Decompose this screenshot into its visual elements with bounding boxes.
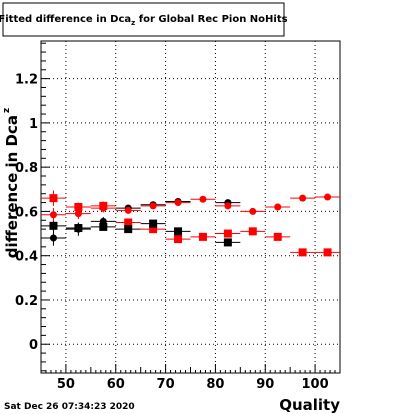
square-marker — [298, 248, 307, 257]
square-marker — [174, 227, 183, 236]
square-marker — [223, 229, 232, 238]
x-axis-title: Quality — [279, 396, 340, 414]
axis-ticks: 50 60 70 80 90 100 0 0.2 0.4 0.6 0.8 1 1.2 — [15, 42, 341, 392]
square-marker — [124, 218, 133, 227]
circle-marker — [199, 195, 207, 203]
circle-marker — [324, 193, 332, 201]
circle-marker — [99, 204, 107, 212]
circle-marker — [299, 194, 307, 202]
circle-marker — [274, 203, 282, 211]
title-frame — [2, 2, 285, 37]
y-tick-label: 1.2 — [15, 73, 38, 88]
circle-marker — [174, 199, 182, 207]
square-marker — [49, 221, 58, 230]
circle-marker — [224, 202, 232, 210]
square-marker — [149, 219, 158, 228]
circle-marker — [74, 210, 82, 218]
y-axis-title: difference in Dca z — [2, 108, 21, 259]
square-marker — [99, 222, 108, 231]
timestamp: Sat Dec 26 07:34:23 2020 — [4, 402, 135, 412]
y-tick-label: 0.8 — [15, 161, 38, 176]
x-tick-label: 90 — [256, 377, 274, 392]
circle-marker — [49, 211, 57, 219]
square-marker — [223, 238, 232, 247]
square-marker — [174, 235, 183, 244]
y-tick-label: 0.6 — [15, 205, 38, 220]
square-marker — [124, 225, 133, 234]
square-marker — [74, 203, 83, 211]
chart-title-main: Fitted difference in Dca — [0, 14, 131, 25]
y-tick-label: 1 — [29, 117, 38, 132]
circle-marker — [99, 217, 107, 225]
square-marker — [198, 232, 207, 241]
grid — [41, 41, 340, 373]
chart-title: Fitted difference in Dcaz for Global Rec… — [0, 14, 288, 27]
x-tick-label: 60 — [107, 377, 125, 392]
square-marker — [323, 248, 332, 257]
y-tick-label: 0.4 — [15, 250, 38, 265]
circle-marker — [124, 206, 132, 214]
circle-marker — [249, 207, 257, 215]
title-box: Fitted difference in Dcaz for Global Rec… — [0, 2, 288, 37]
square-marker — [273, 232, 282, 241]
x-tick-label: 80 — [206, 377, 224, 392]
y-tick-label: 0 — [29, 338, 38, 353]
data-points — [41, 190, 340, 257]
square-marker — [248, 227, 257, 236]
x-tick-label: 100 — [302, 377, 329, 392]
circle-marker — [74, 225, 82, 233]
y-axis-title-main: difference in Dca — [3, 115, 21, 258]
y-axis-title-sub: z — [2, 108, 12, 113]
chart-title-sub: z — [131, 19, 135, 27]
circle-marker — [49, 234, 57, 242]
x-tick-label: 50 — [57, 377, 75, 392]
chart-title-tail: for Global Rec Pion NoHits — [135, 14, 287, 25]
square-marker — [49, 194, 58, 203]
circle-marker — [149, 202, 157, 210]
y-tick-label: 0.2 — [15, 294, 38, 309]
square-marker — [149, 225, 158, 234]
x-tick-label: 70 — [157, 377, 175, 392]
